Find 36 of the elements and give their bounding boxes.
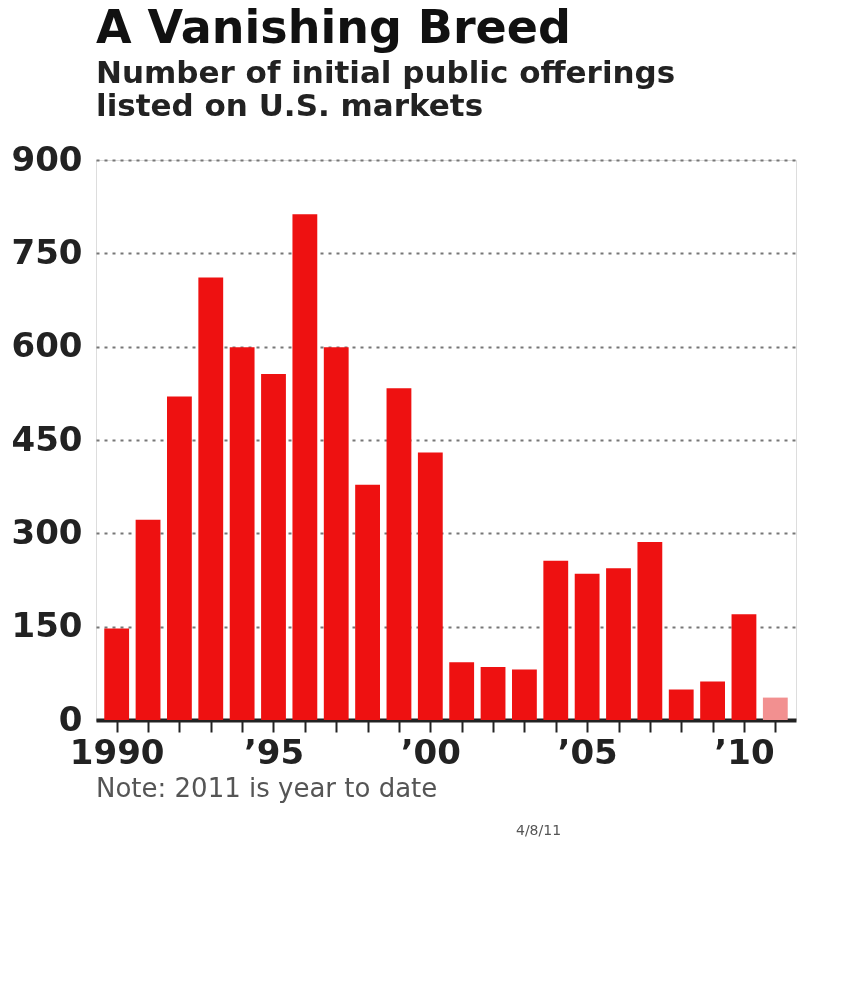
chart-subtitle: Number of initial public offerings listed on U.S. markets: [96, 53, 676, 123]
y-tick-label: 450: [11, 418, 83, 459]
y-tick-label: 900: [11, 138, 83, 179]
y-tick-label: 750: [11, 231, 83, 272]
bar: [167, 396, 192, 720]
bar: [292, 214, 318, 720]
bar: [449, 662, 475, 720]
bar: [480, 667, 506, 720]
bar: [512, 669, 537, 720]
bar: [637, 542, 663, 720]
text: 4/8/11: [516, 822, 562, 838]
bar: [700, 681, 725, 720]
x-tick-label: ’10: [714, 731, 775, 772]
y-tick-label: 600: [11, 325, 83, 366]
bar: [229, 347, 255, 720]
chart-title: A Vanishing Breed: [96, 0, 571, 54]
bar: [574, 573, 600, 720]
y-tick-label: 300: [11, 511, 83, 552]
text: Note: 2011 is year to date: [96, 773, 438, 803]
bar: [355, 484, 380, 720]
y-tick-label: 150: [11, 605, 83, 646]
x-tick-label: ’00: [400, 731, 461, 772]
bar: [386, 388, 412, 720]
bar: [762, 697, 788, 720]
x-tick-label: ’95: [243, 731, 305, 772]
bar: [731, 614, 757, 720]
bar: [135, 519, 161, 720]
bar: [104, 628, 130, 720]
bar: [417, 452, 443, 720]
bar: [261, 374, 286, 720]
x-tick-label: ’05: [557, 731, 618, 772]
bar: [323, 347, 349, 720]
bar: [668, 689, 694, 720]
bar: [198, 277, 224, 720]
bar: [606, 568, 631, 720]
bar: [543, 560, 569, 720]
